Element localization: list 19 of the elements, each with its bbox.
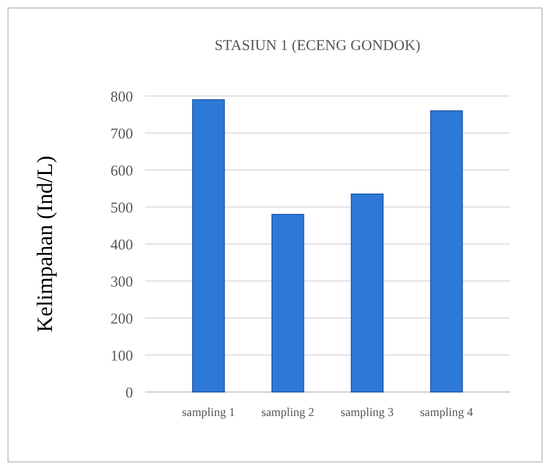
y-tick-label: 300 <box>110 274 133 290</box>
x-tick-label: sampling 1 <box>182 405 235 419</box>
bar <box>430 110 463 392</box>
x-tick-label: sampling 4 <box>420 405 474 419</box>
chart-title: STASIUN 1 (ECENG GONDOK) <box>214 38 420 54</box>
y-tick-label: 800 <box>110 89 133 106</box>
y-tick-label: 400 <box>110 237 133 254</box>
x-tick-label: sampling 2 <box>261 405 314 419</box>
y-tick-label: 500 <box>110 200 133 216</box>
y-tick-label: 0 <box>126 385 133 402</box>
y-tick-label: 700 <box>110 126 133 142</box>
bar <box>192 99 225 392</box>
y-tick-label: 200 <box>110 311 133 328</box>
bar <box>350 194 384 392</box>
y-tick-label: 600 <box>110 163 133 180</box>
y-axis-title: Kelimpahan (Ind/L) <box>32 156 57 332</box>
x-tick-label: sampling 3 <box>340 405 394 419</box>
y-tick-label: 100 <box>110 348 133 364</box>
bar <box>271 214 304 392</box>
